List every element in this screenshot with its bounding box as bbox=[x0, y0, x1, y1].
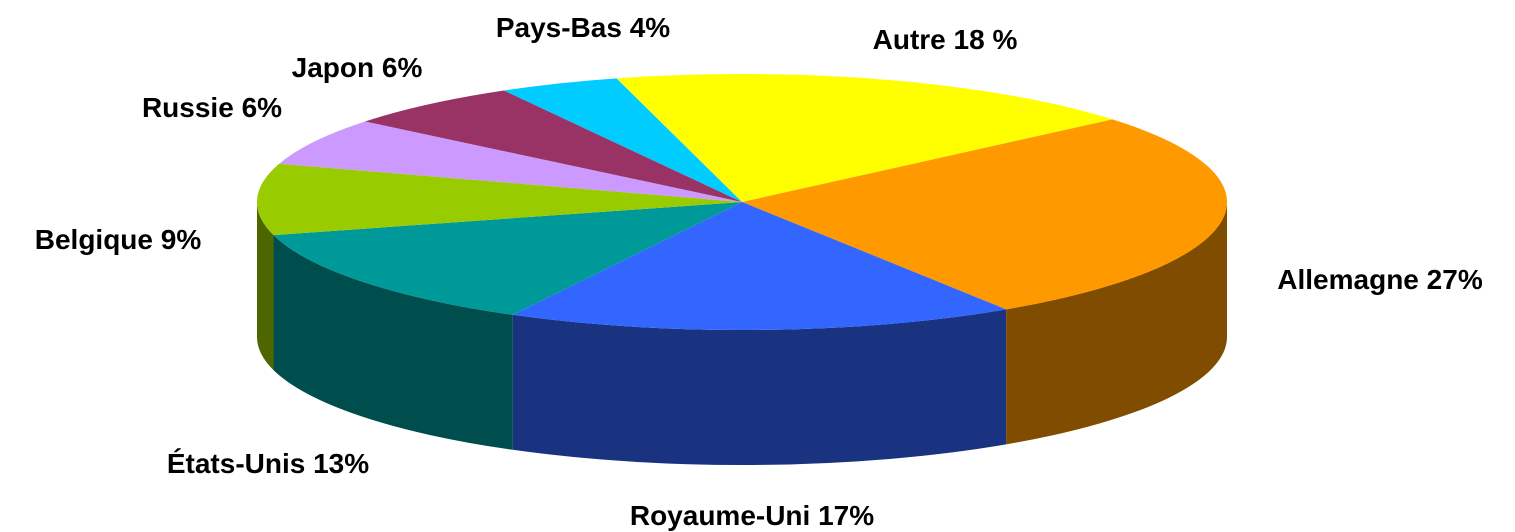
value-label: 6% bbox=[382, 52, 423, 83]
data-label: États-Unis 13% bbox=[167, 448, 369, 479]
value-label: 27% bbox=[1427, 264, 1483, 295]
value-label: 17% bbox=[818, 500, 874, 531]
slice-side bbox=[257, 202, 274, 371]
category-label: États-Unis bbox=[167, 448, 305, 479]
slice bbox=[742, 119, 1227, 310]
slice bbox=[512, 202, 1007, 331]
category-label: Belgique bbox=[35, 224, 153, 255]
category-label: Allemagne bbox=[1277, 264, 1419, 295]
slice bbox=[273, 202, 742, 315]
data-label: Pays-Bas 4% bbox=[496, 12, 670, 43]
data-label: Russie 6% bbox=[142, 92, 282, 123]
data-label: Japon 6% bbox=[292, 52, 423, 83]
value-label: 18 % bbox=[954, 24, 1018, 55]
slice-side bbox=[273, 235, 513, 450]
data-label: Allemagne 27% bbox=[1277, 264, 1483, 295]
value-label: 9% bbox=[161, 224, 202, 255]
slice bbox=[279, 121, 742, 202]
category-label: Pays-Bas bbox=[496, 12, 622, 43]
slice bbox=[503, 78, 742, 202]
slice-side bbox=[1006, 202, 1227, 445]
slice bbox=[365, 90, 742, 202]
category-label: Japon bbox=[292, 52, 374, 83]
category-label: Russie bbox=[142, 92, 234, 123]
data-label: Royaume-Uni 17% bbox=[630, 500, 874, 531]
slice bbox=[616, 74, 1113, 202]
value-label: 6% bbox=[242, 92, 283, 123]
value-label: 4% bbox=[630, 12, 671, 43]
slice-side bbox=[512, 309, 1007, 465]
data-label: Belgique 9% bbox=[35, 224, 202, 255]
category-label: Royaume-Uni bbox=[630, 500, 810, 531]
value-label: 13% bbox=[313, 448, 369, 479]
data-label: Autre 18 % bbox=[873, 24, 1018, 55]
slice bbox=[257, 163, 742, 236]
category-label: Autre bbox=[873, 24, 946, 55]
